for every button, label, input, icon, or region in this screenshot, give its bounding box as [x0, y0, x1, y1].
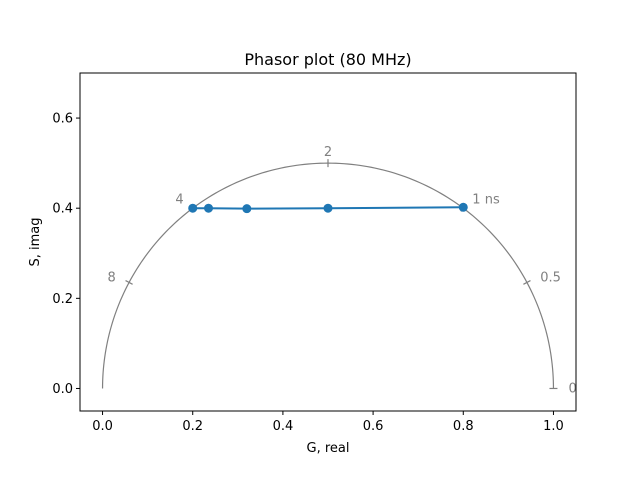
x-tick-label: 0.6 [363, 419, 384, 434]
lifetime-label: 0 [569, 382, 577, 397]
y-axis-title: S, imag [28, 217, 43, 266]
data-point [188, 203, 198, 213]
chart-title: Phasor plot (80 MHz) [244, 50, 411, 69]
x-axis-title: G, real [307, 441, 350, 456]
x-tick-label: 1.0 [543, 419, 564, 434]
data-point [204, 203, 214, 213]
lifetime-tick-mark [523, 280, 531, 285]
y-tick-label: 0.2 [52, 292, 73, 307]
plot-area-frame [79, 72, 577, 412]
series-layer [188, 202, 468, 214]
y-axis: 0.0 0.2 0.4 0.6 [52, 112, 80, 397]
data-point [323, 203, 333, 213]
x-axis: 0.0 0.2 0.4 0.6 0.8 1.0 [92, 411, 564, 434]
lifetime-tick-mark [125, 280, 133, 285]
x-tick-label: 0.8 [453, 419, 474, 434]
lifetime-label: 4 [175, 192, 183, 207]
lifetime-label: 0.5 [540, 270, 561, 285]
x-tick-label: 0.2 [182, 419, 203, 434]
data-point [458, 202, 468, 212]
y-tick-label: 0.4 [52, 202, 73, 217]
lifetime-ticks-layer: 1 ns 2 4 8 0.5 0 [108, 145, 577, 396]
x-tick-label: 0.0 [92, 419, 113, 434]
x-tick-label: 0.4 [273, 419, 294, 434]
lifetime-label: 8 [108, 270, 116, 285]
lifetime-label: 1 ns [472, 192, 500, 207]
y-tick-label: 0.0 [52, 382, 73, 397]
data-point [242, 204, 252, 214]
y-tick-label: 0.6 [52, 112, 73, 127]
lifetime-label: 2 [324, 145, 332, 160]
